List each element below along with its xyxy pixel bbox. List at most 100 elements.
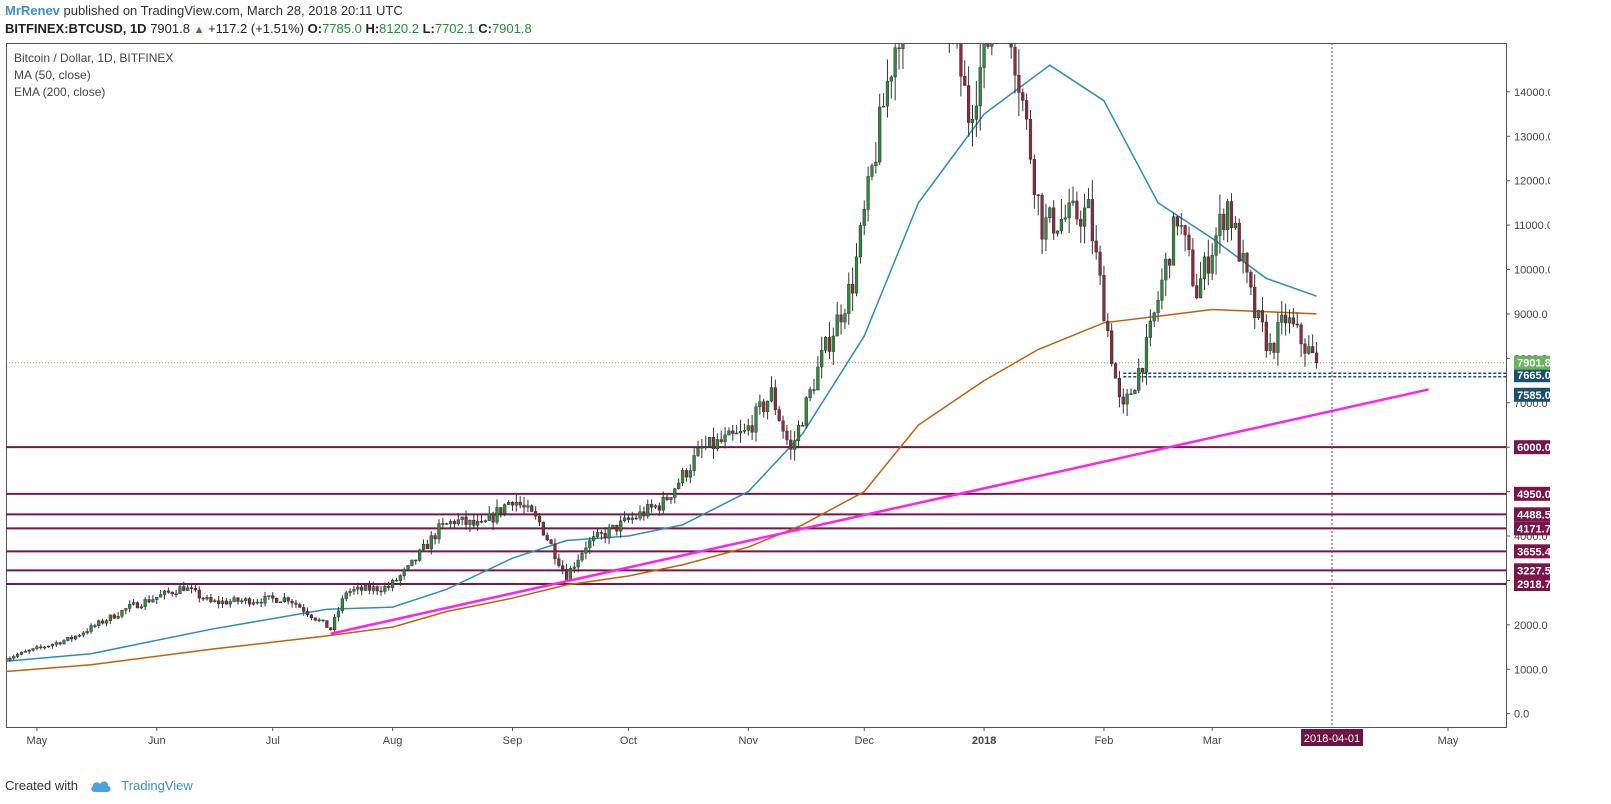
candle-body xyxy=(750,425,754,433)
candle-body xyxy=(182,586,186,591)
open-label: O: xyxy=(307,21,323,36)
low-value: 7702.1 xyxy=(434,21,475,36)
candle-body xyxy=(116,616,120,619)
x-tick-label: Dec xyxy=(854,735,874,747)
candle-body xyxy=(128,603,132,609)
support-price-label: 4171.7 xyxy=(1517,523,1550,535)
candle-body xyxy=(70,636,74,640)
candle-body xyxy=(360,586,364,591)
candle-body xyxy=(789,439,793,450)
dashed-price-tag xyxy=(1514,387,1554,402)
candle-body xyxy=(189,587,194,589)
candle-body xyxy=(731,430,735,434)
candle-body xyxy=(777,409,781,422)
candle-body xyxy=(1256,310,1261,319)
candle-body xyxy=(595,532,600,537)
candle-body xyxy=(186,587,190,591)
candle-body xyxy=(1094,240,1098,253)
publisher-name[interactable]: MrRenev xyxy=(5,3,60,18)
candle-body xyxy=(81,632,85,636)
candle-body xyxy=(255,601,259,604)
y-tick-label: 0.0 xyxy=(1514,709,1529,721)
candle-body xyxy=(959,43,963,77)
chart-area[interactable]: Bitcoin / Dollar, 1D, BITFINEX MA (50, c… xyxy=(6,43,1554,748)
candle-body xyxy=(700,446,704,449)
candle-body xyxy=(634,517,638,520)
candle-body xyxy=(742,430,747,432)
candle-body xyxy=(1287,317,1292,324)
y-tick-label: 13000.0 xyxy=(1514,131,1550,143)
support-price-label: 4950.0 xyxy=(1517,489,1550,501)
cursor-date-label: 2018-04-01 xyxy=(1304,733,1360,745)
candle-body xyxy=(305,611,310,616)
candle-body xyxy=(619,520,623,532)
candle-body xyxy=(1303,343,1307,354)
candle-body xyxy=(545,534,549,540)
candle-body xyxy=(356,586,360,590)
candle-body xyxy=(201,597,205,600)
ema200-line xyxy=(6,308,1317,673)
candle-body xyxy=(1009,43,1013,48)
tradingview-link[interactable]: TradingView xyxy=(121,778,193,793)
candle-body xyxy=(271,595,275,599)
candle-body xyxy=(1164,258,1168,281)
candle-body xyxy=(626,517,631,520)
candle-body xyxy=(1210,255,1214,274)
candle-body xyxy=(611,524,615,528)
candle-body xyxy=(224,600,228,605)
arrow-up-icon: ▲ xyxy=(193,24,205,36)
candle-body xyxy=(139,606,143,609)
candle-body xyxy=(460,516,464,520)
candle-body xyxy=(321,619,325,622)
candle-body xyxy=(1102,275,1106,322)
candle-body xyxy=(174,593,178,595)
candle-body xyxy=(812,389,816,391)
candle-body xyxy=(406,565,410,570)
candle-body xyxy=(808,389,812,398)
candle-body xyxy=(19,651,24,655)
candle-body xyxy=(8,657,12,661)
candle-body xyxy=(684,470,689,478)
candle-body xyxy=(263,595,267,604)
candle-body xyxy=(479,521,484,523)
candle-body xyxy=(564,569,569,581)
candle-body xyxy=(12,656,16,659)
candle-body xyxy=(793,440,797,450)
low-label: L: xyxy=(422,21,435,36)
candle-body xyxy=(1191,249,1195,286)
candle-body xyxy=(294,602,298,605)
candle-body xyxy=(1171,216,1176,266)
candle-body xyxy=(1021,92,1025,101)
price-chart[interactable]: Bitcoin / Dollar, 1D, BITFINEX MA (50, c… xyxy=(6,43,1554,748)
candle-body xyxy=(472,519,476,526)
candle-body xyxy=(448,520,453,524)
x-tick-label: Aug xyxy=(383,735,403,747)
candle-body xyxy=(893,47,897,78)
candle-body xyxy=(1086,199,1091,209)
candle-body xyxy=(1249,271,1253,288)
candle-body xyxy=(15,654,20,657)
candle-body xyxy=(456,519,460,525)
candle-body xyxy=(209,597,213,602)
candle-body xyxy=(290,600,294,604)
candle-body xyxy=(155,596,159,600)
candle-body xyxy=(1113,363,1118,379)
candle-body xyxy=(313,617,317,621)
candle-body xyxy=(1055,230,1060,234)
support-price-tag xyxy=(1514,507,1554,522)
candle-body xyxy=(599,532,603,534)
x-tick-label: May xyxy=(27,735,48,747)
candle-body xyxy=(1187,234,1191,251)
candle-body xyxy=(696,447,700,456)
last-price-label: 7901.8 xyxy=(1517,358,1550,370)
candle-body xyxy=(1253,286,1257,319)
candle-body xyxy=(862,209,866,226)
candle-body xyxy=(1245,253,1249,273)
last-price-text: 7901.8 xyxy=(150,21,190,36)
candle-body xyxy=(762,401,766,413)
candle-body xyxy=(309,614,314,619)
candle-body xyxy=(823,337,828,351)
candle-body xyxy=(402,569,406,576)
candle-body xyxy=(592,536,596,541)
candle-body xyxy=(143,599,147,607)
